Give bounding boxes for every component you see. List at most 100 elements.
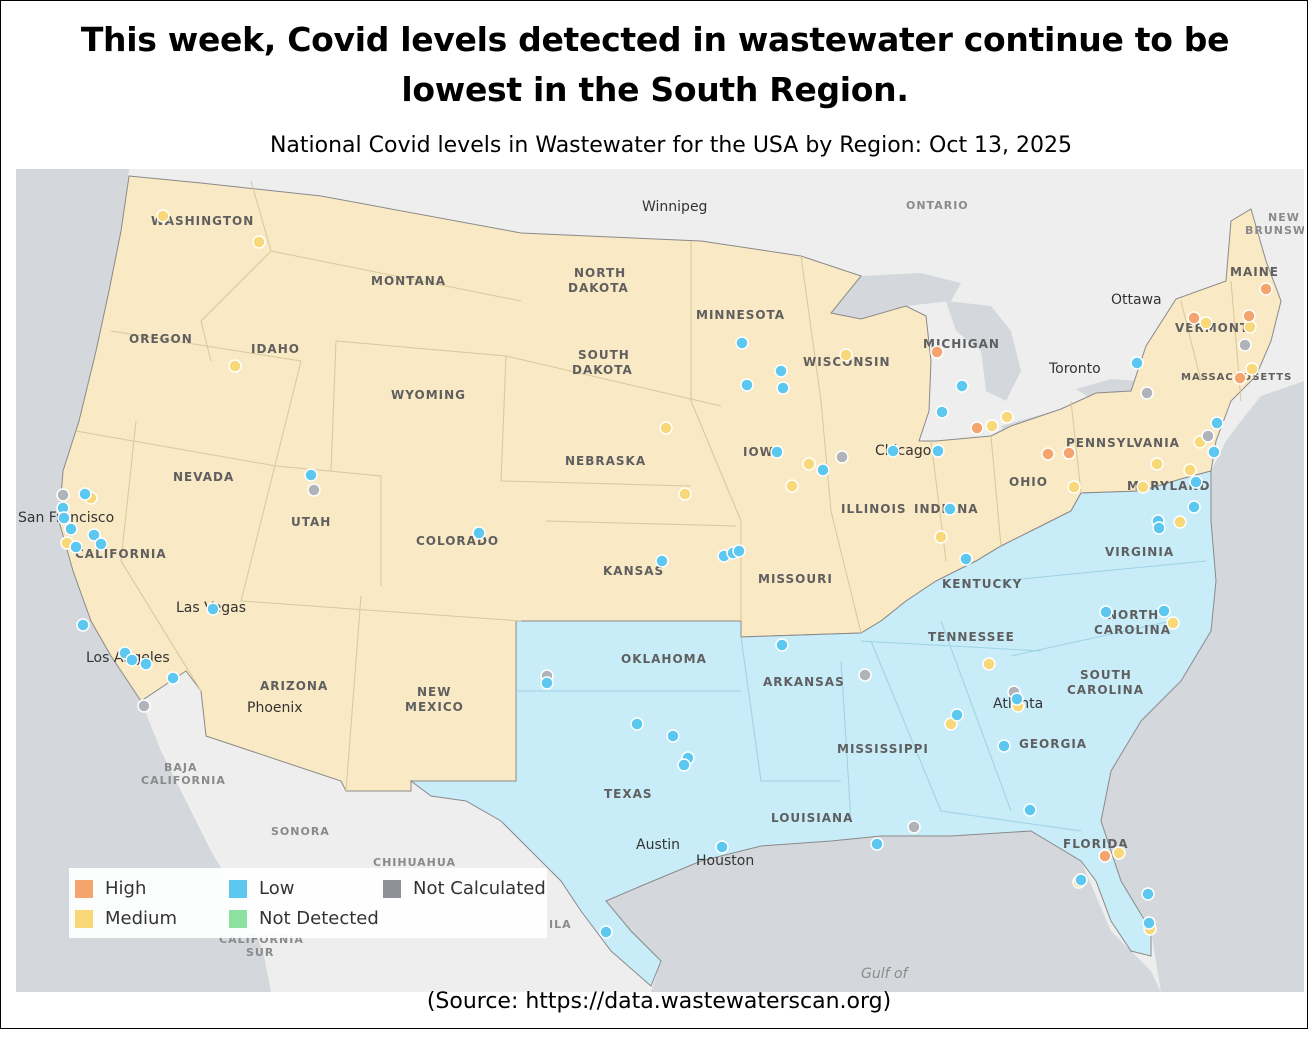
label-california: CALIFORNIA	[75, 547, 167, 561]
site-dot-low	[1141, 887, 1155, 901]
site-dot-low	[540, 676, 554, 690]
site-dot-low	[472, 526, 486, 540]
label-florida: FLORIDA	[1063, 837, 1129, 851]
label-south-carolina-2: CAROLINA	[1067, 683, 1144, 697]
site-dot-low	[57, 511, 71, 525]
label-illinois: ILLINOIS	[841, 502, 907, 516]
site-dot-low	[959, 552, 973, 566]
site-dot-medium	[1112, 846, 1126, 860]
site-dot-high	[1233, 371, 1247, 385]
label-utah: UTAH	[291, 515, 331, 529]
site-dot-low	[1023, 803, 1037, 817]
site-dot-not-calculated	[1238, 338, 1252, 352]
site-dot-medium	[1245, 362, 1259, 376]
label-georgia: GEORGIA	[1019, 737, 1087, 751]
site-dot-low	[87, 528, 101, 542]
lake-superior	[821, 273, 961, 319]
label-mississippi: MISSISSIPPI	[837, 742, 929, 756]
label-arizona: ARIZONA	[260, 679, 328, 693]
site-dot-low	[630, 717, 644, 731]
label-montana: MONTANA	[371, 274, 446, 288]
label-louisiana: LOUISIANA	[771, 811, 853, 825]
label-idaho: IDAHO	[251, 342, 300, 356]
site-dot-medium	[228, 359, 242, 373]
label-kansas: KANSAS	[603, 564, 664, 578]
label-arkansas: ARKANSAS	[763, 675, 845, 689]
site-dot-high	[970, 421, 984, 435]
figure-title: This week, Covid levels detected in wast…	[41, 15, 1269, 115]
label-phoenix: Phoenix	[247, 700, 303, 716]
site-dot-high	[1187, 311, 1201, 325]
source-note: (Source: https://data.wastewaterscan.org…	[426, 989, 892, 1014]
site-dot-low	[166, 671, 180, 685]
site-dot-low	[935, 405, 949, 419]
label-ohio: OHIO	[1009, 475, 1048, 489]
label-toronto: Toronto	[1048, 361, 1101, 377]
label-minnesota: MINNESOTA	[696, 308, 785, 322]
site-dot-medium	[1150, 457, 1164, 471]
site-dot-high	[1041, 447, 1055, 461]
label-north-dakota-2: DAKOTA	[568, 281, 629, 295]
site-dot-not-calculated	[1201, 429, 1215, 443]
site-dot-low	[943, 502, 957, 516]
site-dot-medium	[1183, 463, 1197, 477]
site-dot-low	[666, 729, 680, 743]
label-chicago: Chicago	[875, 443, 931, 459]
label-pennsylvania: PENNSYLVANIA	[1066, 436, 1180, 450]
site-dot-low	[950, 708, 964, 722]
legend-item-not-calculated: Not Calculated	[383, 878, 546, 899]
label-new-mexico-2: MEXICO	[405, 700, 464, 714]
label-sonora: SONORA	[271, 825, 330, 838]
site-dot-low	[1152, 521, 1166, 535]
site-dot-low	[816, 463, 830, 477]
site-dot-low	[1130, 356, 1144, 370]
site-dot-low	[599, 925, 613, 939]
label-colorado: COLORADO	[416, 534, 499, 548]
legend-label-not-calculated: Not Calculated	[413, 878, 546, 899]
site-dot-high	[1259, 282, 1273, 296]
label-south-carolina-1: SOUTH	[1080, 668, 1132, 682]
us-region-map: ONTARIO NEW BRUNSWI WASHINGTON OREGON CA…	[16, 169, 1304, 992]
site-dot-low	[775, 638, 789, 652]
site-dot-medium	[985, 419, 999, 433]
site-dot-not-calculated	[307, 483, 321, 497]
site-dot-low	[139, 657, 153, 671]
site-dot-low	[1074, 873, 1088, 887]
label-wyoming: WYOMING	[391, 388, 466, 402]
site-dot-medium	[934, 530, 948, 544]
label-ontario: ONTARIO	[906, 199, 969, 212]
title-line-2: lowest in the South Region.	[401, 70, 909, 109]
site-dot-not-calculated	[56, 488, 70, 502]
label-nevada: NEVADA	[173, 470, 234, 484]
site-dot-low	[955, 379, 969, 393]
site-dot-low	[125, 653, 139, 667]
label-north-dakota-1: NORTH	[574, 266, 626, 280]
label-wisconsin: WISCONSIN	[803, 355, 891, 369]
label-missouri: MISSOURI	[758, 572, 833, 586]
legend-swatch-high	[75, 879, 93, 898]
site-dot-medium	[252, 235, 266, 249]
label-winnipeg: Winnipeg	[642, 199, 707, 215]
label-oklahoma: OKLAHOMA	[621, 652, 707, 666]
legend-label-not-detected: Not Detected	[259, 908, 379, 929]
site-dot-not-calculated	[835, 450, 849, 464]
label-north-carolina-2: CAROLINA	[1094, 623, 1171, 637]
site-dot-low	[1157, 604, 1171, 618]
legend-item-low: Low	[229, 878, 294, 899]
site-dot-high	[1062, 446, 1076, 460]
label-chihuahua: CHIHUAHUA	[373, 856, 456, 869]
site-dot-low	[206, 602, 220, 616]
label-coahuila: ILA	[549, 918, 572, 931]
site-dot-low	[770, 445, 784, 459]
label-oregon: OREGON	[129, 332, 193, 346]
site-dot-medium	[1166, 616, 1180, 630]
site-dot-low	[870, 837, 884, 851]
site-dot-medium	[678, 487, 692, 501]
label-new-brunswick-2: BRUNSWI	[1245, 224, 1304, 237]
legend-label-high: High	[105, 878, 147, 899]
label-ottawa: Ottawa	[1111, 292, 1162, 308]
label-south-dakota-2: DAKOTA	[572, 363, 633, 377]
label-nebraska: NEBRASKA	[565, 454, 646, 468]
site-dot-low	[931, 444, 945, 458]
